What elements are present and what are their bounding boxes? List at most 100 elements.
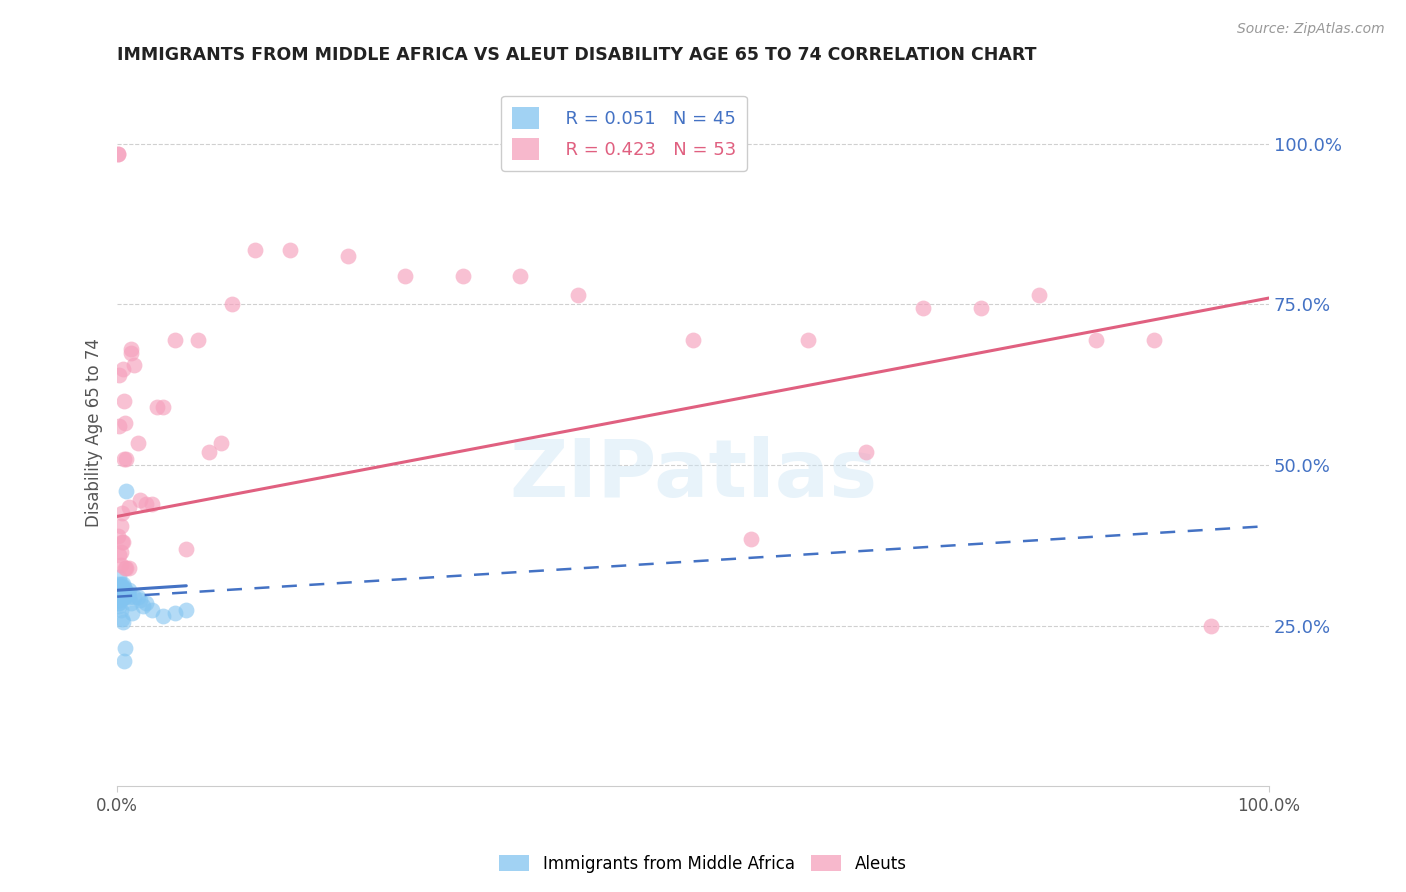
Point (127, 435, 149, 450)
Point (115, 451, 138, 466)
Point (163, 606, 186, 620)
Point (107, 529, 129, 543)
Point (111, 361, 134, 376)
Point (108, 596, 131, 610)
Point (108, 593, 131, 607)
Point (187, 333, 209, 347)
Point (1143, 333, 1166, 347)
Point (1085, 333, 1108, 347)
Point (114, 583, 136, 598)
Point (120, 343, 142, 357)
Point (108, 599, 131, 614)
Point (970, 301, 993, 315)
Point (107, 593, 129, 607)
Point (245, 243, 267, 257)
Point (120, 596, 142, 610)
Point (152, 609, 174, 624)
Point (567, 288, 589, 302)
Point (112, 654, 135, 668)
Point (108, 583, 131, 598)
Point (127, 590, 149, 604)
Point (135, 497, 157, 511)
Point (509, 268, 531, 283)
Point (912, 301, 935, 315)
Point (111, 506, 134, 520)
Point (131, 599, 153, 614)
Legend:   R = 0.051   N = 45,   R = 0.423   N = 53: R = 0.051 N = 45, R = 0.423 N = 53 (501, 95, 747, 170)
Point (112, 586, 135, 600)
Text: ZIPatlas: ZIPatlas (509, 436, 877, 515)
Point (740, 532, 762, 546)
Point (110, 519, 132, 533)
Point (115, 561, 138, 575)
Point (111, 580, 134, 594)
Point (112, 451, 135, 466)
Point (110, 545, 132, 559)
Point (121, 606, 143, 620)
Point (682, 333, 704, 347)
Point (107, 590, 129, 604)
Point (118, 583, 141, 598)
Point (797, 333, 820, 347)
Point (855, 445, 877, 459)
Point (129, 493, 152, 508)
Point (174, 541, 197, 556)
Point (394, 268, 416, 283)
Point (120, 345, 142, 359)
Point (163, 333, 186, 347)
Point (108, 570, 131, 584)
Point (111, 590, 134, 604)
Legend: Immigrants from Middle Africa, Aleuts: Immigrants from Middle Africa, Aleuts (492, 848, 914, 880)
Point (112, 590, 135, 604)
Point (112, 393, 135, 408)
Point (114, 417, 136, 431)
Point (118, 590, 141, 604)
Point (111, 535, 134, 549)
Point (336, 249, 359, 263)
Point (152, 401, 174, 415)
Point (107, 577, 129, 591)
Point (118, 561, 141, 575)
Y-axis label: Disability Age 65 to 74: Disability Age 65 to 74 (86, 338, 103, 527)
Point (221, 297, 243, 311)
Point (114, 590, 136, 604)
Point (135, 596, 157, 610)
Point (118, 500, 141, 514)
Point (451, 268, 474, 283)
Point (174, 602, 197, 616)
Point (110, 586, 132, 600)
Point (111, 612, 134, 626)
Point (111, 577, 134, 591)
Point (115, 483, 138, 498)
Point (111, 590, 134, 604)
Point (278, 243, 301, 257)
Point (129, 593, 152, 607)
Point (107, 146, 129, 161)
Point (112, 580, 135, 594)
Point (107, 596, 129, 610)
Point (108, 419, 131, 434)
Point (1028, 288, 1050, 302)
Point (110, 558, 132, 572)
Point (117, 586, 139, 600)
Point (110, 590, 132, 604)
Point (107, 146, 129, 161)
Point (124, 590, 146, 604)
Point (111, 586, 134, 600)
Point (114, 561, 136, 575)
Point (110, 602, 132, 616)
Point (198, 445, 221, 459)
Point (146, 401, 169, 415)
Point (141, 497, 163, 511)
Point (107, 580, 129, 594)
Point (124, 359, 146, 373)
Point (108, 580, 131, 594)
Point (108, 548, 131, 562)
Point (110, 577, 132, 591)
Point (111, 615, 134, 630)
Point (1201, 618, 1223, 632)
Point (110, 580, 132, 594)
Point (111, 535, 134, 549)
Text: Source: ZipAtlas.com: Source: ZipAtlas.com (1237, 22, 1385, 37)
Point (114, 641, 136, 656)
